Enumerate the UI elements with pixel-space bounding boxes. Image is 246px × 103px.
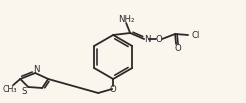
Text: N: N (144, 35, 150, 43)
Text: O: O (110, 85, 117, 94)
Text: N: N (33, 66, 40, 74)
Text: S: S (21, 87, 27, 95)
Text: CH₃: CH₃ (2, 84, 16, 94)
Text: O: O (156, 35, 162, 43)
Text: Cl: Cl (192, 30, 200, 39)
Text: O: O (175, 43, 182, 53)
Text: NH₂: NH₂ (118, 15, 134, 23)
